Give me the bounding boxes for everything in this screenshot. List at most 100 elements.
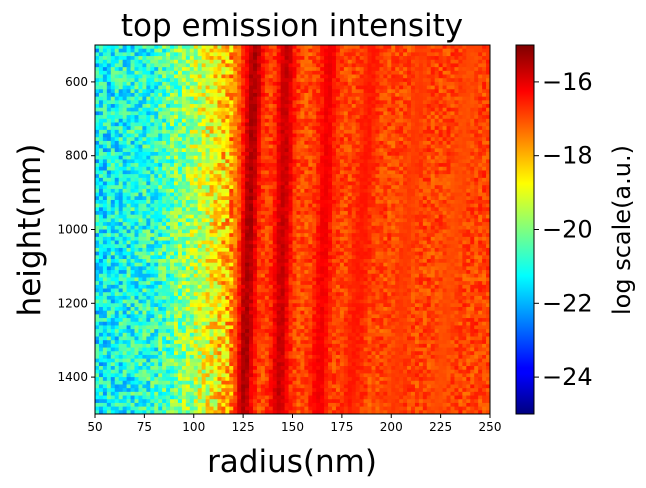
heatmap-cell xyxy=(387,81,392,87)
heatmap-cell xyxy=(245,218,250,223)
heatmap-cell xyxy=(399,214,404,219)
heatmap-cell xyxy=(268,196,274,201)
heatmap-cell xyxy=(253,100,258,105)
heatmap-cell xyxy=(142,159,147,164)
heatmap-cell xyxy=(98,140,104,146)
heatmap-cell xyxy=(411,74,416,79)
heatmap-cell xyxy=(478,166,483,171)
heatmap-cell xyxy=(335,140,341,146)
heatmap-cell xyxy=(343,166,349,171)
heatmap-cell xyxy=(177,96,183,101)
heatmap-cell xyxy=(233,163,238,168)
heatmap-cell xyxy=(391,85,396,90)
heatmap-cell xyxy=(237,89,242,94)
heatmap-cell xyxy=(466,74,471,79)
heatmap-cell xyxy=(268,225,274,230)
heatmap-cell xyxy=(229,159,234,164)
heatmap-cell xyxy=(280,177,286,183)
heatmap-cell xyxy=(98,222,104,227)
heatmap-cell xyxy=(414,81,420,87)
heatmap-cell xyxy=(375,170,380,175)
heatmap-cell xyxy=(170,148,175,153)
heatmap-cell xyxy=(288,63,293,68)
heatmap-cell xyxy=(462,89,467,94)
heatmap-cell xyxy=(209,159,214,164)
heatmap-cell xyxy=(363,74,369,79)
heatmap-cell xyxy=(332,74,337,79)
heatmap-cell xyxy=(189,148,195,153)
heatmap-cell xyxy=(458,56,463,61)
heatmap-cell xyxy=(181,74,187,79)
heatmap-cell xyxy=(197,78,203,83)
heatmap-cell xyxy=(245,100,250,105)
heatmap-cell xyxy=(438,148,444,153)
heatmap-cell xyxy=(450,122,455,127)
heatmap-cell xyxy=(158,56,163,61)
heatmap-cell xyxy=(217,137,222,142)
heatmap-cell xyxy=(430,48,436,53)
heatmap-cell xyxy=(122,85,128,90)
heatmap-cell xyxy=(118,211,124,216)
heatmap-cell xyxy=(379,85,384,90)
heatmap-cell xyxy=(399,211,404,216)
heatmap-cell xyxy=(355,104,361,109)
heatmap-cell xyxy=(213,111,218,116)
heatmap-cell xyxy=(193,188,199,194)
heatmap-cell xyxy=(158,81,163,87)
heatmap-cell xyxy=(122,203,128,208)
heatmap-cell xyxy=(197,48,203,53)
heatmap-cell xyxy=(209,211,214,216)
heatmap-cell xyxy=(280,122,286,127)
heatmap-cell xyxy=(442,92,448,98)
heatmap-cell xyxy=(146,96,151,101)
heatmap-cell xyxy=(383,225,388,230)
heatmap-cell xyxy=(478,155,483,160)
heatmap-cell xyxy=(414,59,420,64)
heatmap-cell xyxy=(114,92,120,98)
heatmap-cell xyxy=(280,74,286,79)
heatmap-cell xyxy=(359,45,365,50)
heatmap-cell xyxy=(296,203,301,208)
heatmap-cell xyxy=(383,96,388,101)
heatmap-cell xyxy=(162,188,167,194)
heatmap-cell xyxy=(442,203,448,208)
heatmap-cell xyxy=(213,148,218,153)
heatmap-cell xyxy=(482,185,487,190)
heatmap-cell xyxy=(363,137,369,142)
heatmap-cell xyxy=(134,170,139,175)
heatmap-cell xyxy=(221,85,226,90)
heatmap-cell xyxy=(130,140,135,146)
heatmap-cell xyxy=(209,152,214,157)
heatmap-cell xyxy=(138,225,143,230)
heatmap-cell xyxy=(414,218,420,223)
heatmap-cell xyxy=(470,92,475,98)
heatmap-cell xyxy=(174,122,179,127)
heatmap-cell xyxy=(134,177,139,183)
heatmap-cell xyxy=(375,129,380,135)
heatmap-cell xyxy=(434,144,440,149)
heatmap-cell xyxy=(174,177,179,183)
heatmap-cell xyxy=(118,59,124,64)
heatmap-cell xyxy=(363,129,369,135)
heatmap-cell xyxy=(304,133,309,138)
heatmap-cell xyxy=(233,225,238,230)
heatmap-cell xyxy=(399,115,404,120)
heatmap-cell xyxy=(241,92,246,98)
heatmap-cell xyxy=(166,185,171,190)
heatmap-cell xyxy=(411,144,416,149)
heatmap-cell xyxy=(422,104,428,109)
heatmap-cell xyxy=(134,92,139,98)
heatmap-cell xyxy=(430,67,436,72)
heatmap-cell xyxy=(106,148,112,153)
heatmap-cell xyxy=(272,214,278,219)
heatmap-cell xyxy=(201,56,207,61)
heatmap-cell xyxy=(118,67,124,72)
heatmap-cell xyxy=(177,148,183,153)
heatmap-cell xyxy=(363,170,369,175)
heatmap-cell xyxy=(205,148,211,153)
heatmap-cell xyxy=(470,111,475,116)
heatmap-cell xyxy=(102,126,108,131)
heatmap-cell xyxy=(391,148,396,153)
heatmap-cell xyxy=(407,214,412,219)
heatmap-cell xyxy=(316,211,321,216)
